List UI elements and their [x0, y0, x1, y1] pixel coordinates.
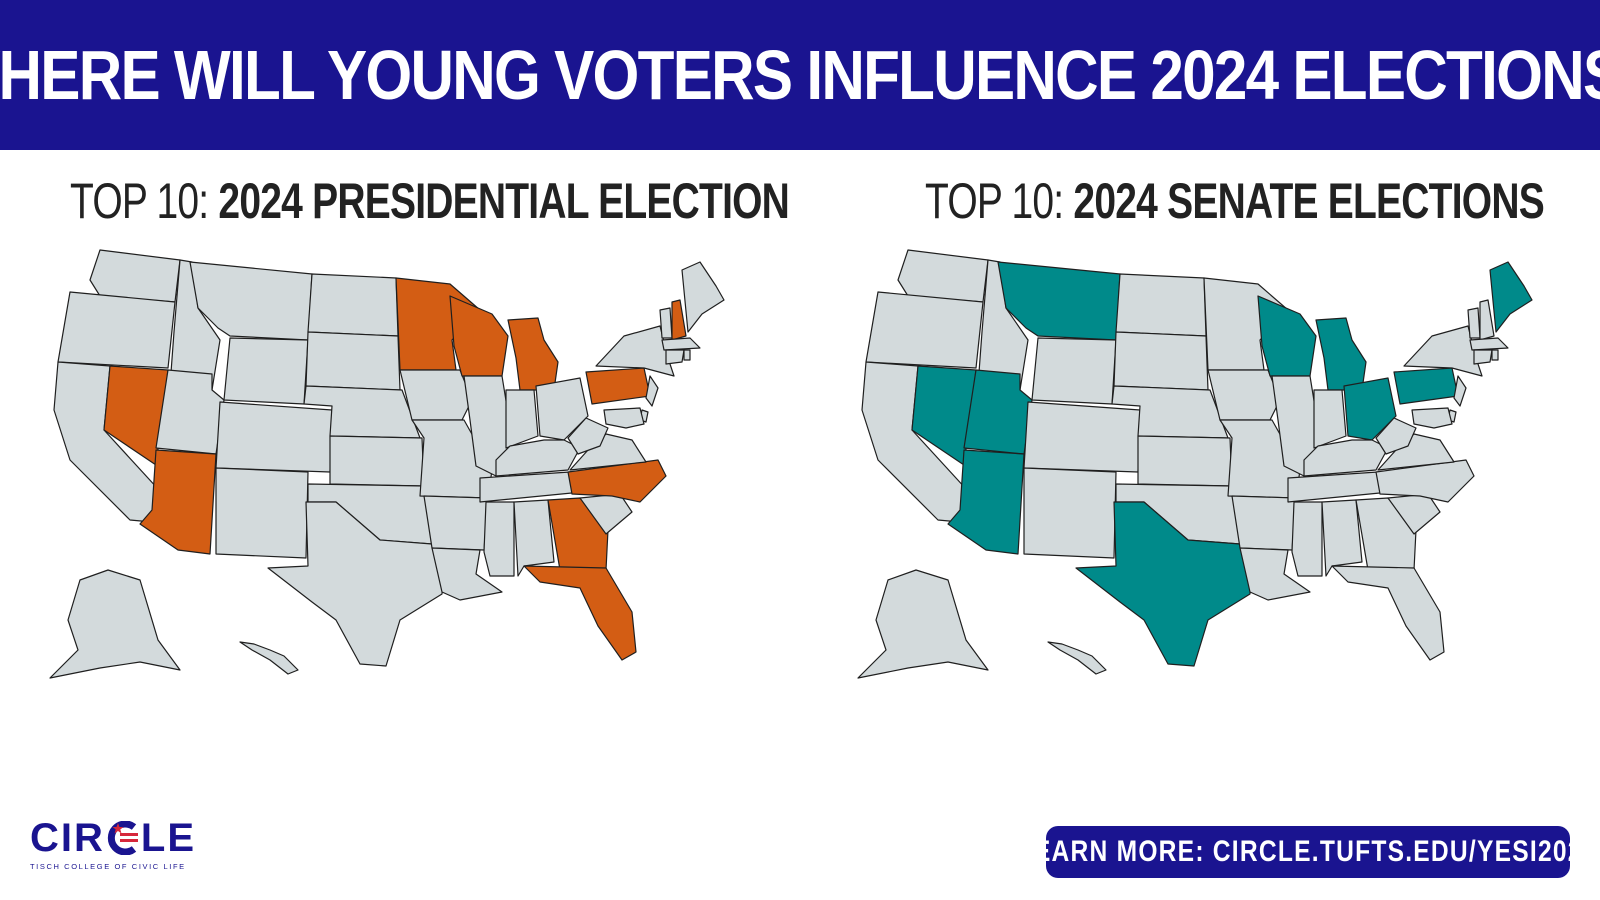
state-md — [1411, 407, 1453, 429]
state-sd — [1113, 331, 1209, 391]
logo-text-right: LE — [140, 816, 197, 860]
state-oh — [535, 377, 589, 441]
state-co — [215, 401, 333, 473]
state-ma — [1469, 337, 1509, 351]
state-al — [513, 499, 555, 577]
us-map-senate — [857, 249, 1533, 679]
state-ct — [1473, 349, 1493, 365]
state-va — [1377, 433, 1455, 471]
state-wy — [1031, 337, 1117, 405]
state-wy — [223, 337, 309, 405]
state-or — [57, 291, 176, 369]
state-nm — [215, 467, 309, 559]
state-nh — [671, 299, 687, 341]
flag-c-icon — [107, 821, 138, 855]
state-wi — [1257, 295, 1317, 377]
state-ia — [1207, 369, 1281, 421]
state-ma — [661, 337, 701, 351]
us-map-presidential — [49, 249, 725, 679]
state-ct — [665, 349, 685, 365]
map-title-prefix: TOP 10: — [925, 173, 1074, 229]
state-ar — [1231, 495, 1297, 551]
state-ms — [1291, 501, 1323, 577]
page-title: WHERE WILL YOUNG VOTERS INFLUENCE 2024 E… — [0, 36, 1600, 114]
state-mi — [1315, 317, 1367, 391]
map-title-presidential: TOP 10: 2024 PRESIDENTIAL ELECTION — [70, 172, 790, 230]
state-nd — [307, 273, 399, 337]
state-wv — [567, 417, 609, 455]
state-nh — [1479, 299, 1495, 341]
state-nm — [1023, 467, 1117, 559]
logo-wordmark: CIR LE — [30, 818, 220, 858]
state-tx — [267, 501, 445, 667]
state-fl — [523, 565, 637, 661]
state-co — [1023, 401, 1141, 473]
state-me — [1489, 261, 1533, 333]
state-oh — [1343, 377, 1397, 441]
state-nj — [645, 375, 659, 407]
state-al — [1321, 499, 1363, 577]
state-in — [1313, 389, 1347, 449]
learn-more-link[interactable]: LEARN MORE: CIRCLE.TUFTS.EDU/YESI2024 — [1018, 826, 1597, 878]
state-ak — [857, 569, 989, 679]
state-ks — [1137, 435, 1233, 487]
state-sd — [305, 331, 401, 391]
state-ri — [1491, 349, 1499, 361]
state-nc — [567, 459, 667, 503]
state-wv — [1375, 417, 1417, 455]
state-tx — [1075, 501, 1253, 667]
map-title-main: 2024 SENATE ELECTIONS — [1073, 173, 1544, 229]
circle-logo[interactable]: CIR LE TISCH COLLEGE OF CIVIC LIFE — [30, 818, 220, 878]
state-vt — [659, 307, 673, 339]
state-ut — [963, 369, 1033, 455]
map-title-main: 2024 PRESIDENTIAL ELECTION — [218, 173, 790, 229]
state-me — [681, 261, 725, 333]
state-tn — [1287, 471, 1391, 503]
state-fl — [1331, 565, 1445, 661]
state-mi — [507, 317, 559, 391]
state-nj — [1453, 375, 1467, 407]
state-md — [603, 407, 645, 429]
state-ri — [683, 349, 691, 361]
header-banner: WHERE WILL YOUNG VOTERS INFLUENCE 2024 E… — [0, 0, 1600, 150]
state-az — [947, 449, 1025, 555]
learn-more-label: LEARN MORE: CIRCLE.TUFTS.EDU/YESI2024 — [1018, 835, 1598, 868]
state-wa — [897, 249, 989, 303]
state-ks — [329, 435, 425, 487]
logo-text-left: CIR — [30, 816, 105, 860]
state-la — [431, 547, 503, 601]
state-va — [569, 433, 647, 471]
map-title-senate: TOP 10: 2024 SENATE ELECTIONS — [925, 172, 1545, 230]
state-vt — [1467, 307, 1481, 339]
state-hi — [1047, 641, 1107, 675]
state-pa — [585, 367, 651, 405]
state-in — [505, 389, 539, 449]
state-ia — [399, 369, 473, 421]
state-or — [865, 291, 984, 369]
state-ut — [155, 369, 225, 455]
state-wa — [89, 249, 181, 303]
logo-subtitle: TISCH COLLEGE OF CIVIC LIFE — [30, 862, 186, 871]
state-wi — [449, 295, 509, 377]
state-az — [139, 449, 217, 555]
state-hi — [239, 641, 299, 675]
state-la — [1239, 547, 1311, 601]
state-nc — [1375, 459, 1475, 503]
state-tn — [479, 471, 583, 503]
state-ar — [423, 495, 489, 551]
state-ak — [49, 569, 181, 679]
state-ms — [483, 501, 515, 577]
map-title-prefix: TOP 10: — [70, 173, 219, 229]
state-nd — [1115, 273, 1207, 337]
state-pa — [1393, 367, 1459, 405]
